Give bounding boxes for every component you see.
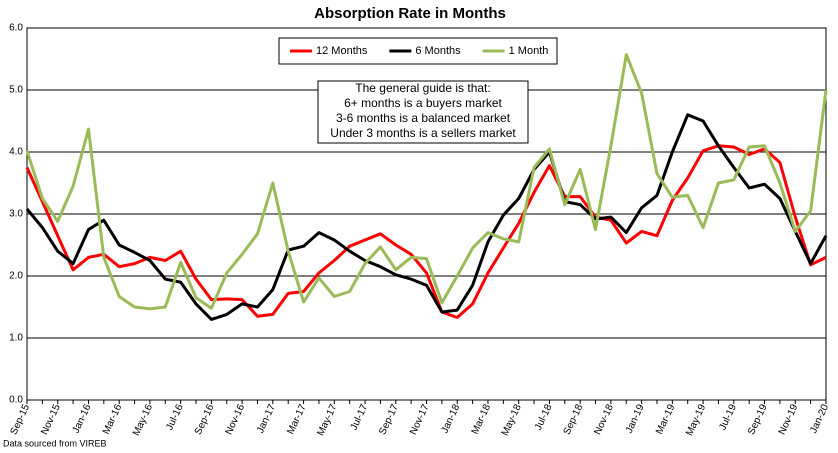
- legend-box: [278, 37, 558, 65]
- legend-label: 1 Month: [509, 45, 549, 57]
- annotation-box: [317, 80, 529, 144]
- y-tick-label: 0.0: [9, 395, 23, 406]
- annotation-text: The general guide is that:: [355, 81, 490, 95]
- annotation-text: Under 3 months is a sellers market: [330, 126, 516, 140]
- annotation-text: 3-6 months is a balanced market: [336, 111, 511, 125]
- chart-title: Absorption Rate in Months: [314, 5, 506, 22]
- y-tick-label: 6.0: [9, 23, 23, 34]
- y-tick-label: 3.0: [9, 209, 23, 220]
- legend: 12 Months 6 Months 1 Month: [278, 37, 558, 65]
- y-tick-label: 1.0: [9, 333, 23, 344]
- legend-label: 6 Months: [415, 45, 461, 57]
- series-line: [25, 53, 828, 311]
- annotation-text: 6+ months is a buyers market: [344, 96, 502, 110]
- legend-label: 12 Months: [316, 45, 368, 57]
- y-tick-label: 5.0: [9, 85, 23, 96]
- y-tick-label: 4.0: [9, 147, 23, 158]
- series-line: [25, 144, 827, 319]
- source-note: Data sourced from VIREB: [3, 438, 107, 448]
- series-line: [25, 113, 828, 321]
- y-tick-label: 2.0: [9, 271, 23, 282]
